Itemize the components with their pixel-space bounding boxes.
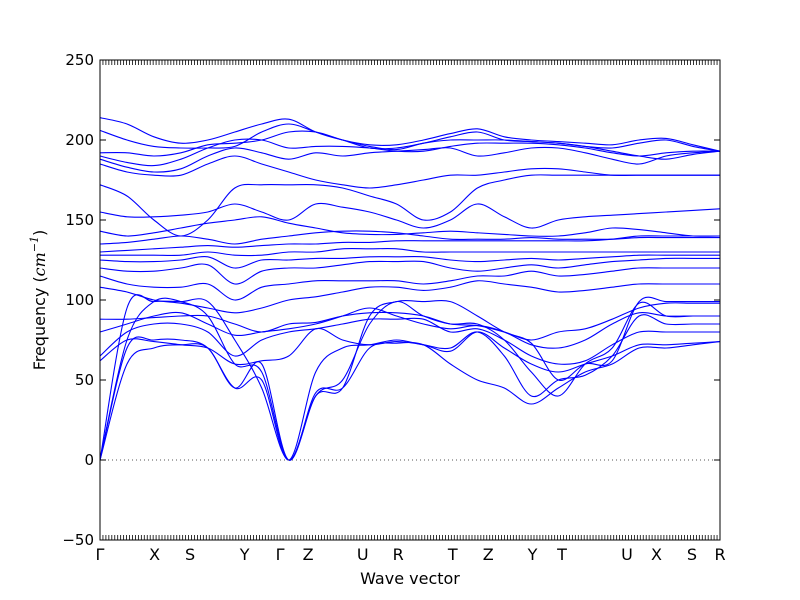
band-line-8 xyxy=(99,302,720,341)
y-tick-label: 50 xyxy=(75,371,94,389)
band-line-17 xyxy=(99,202,721,229)
high-symmetry-label-11: Y xyxy=(527,545,538,564)
band-line-13 xyxy=(99,248,720,257)
high-symmetry-label-3: S xyxy=(185,545,195,564)
band-line-22 xyxy=(99,130,721,157)
band-line-24 xyxy=(99,117,721,152)
band-line-18 xyxy=(99,174,720,237)
x-minor-ticks xyxy=(99,60,721,540)
y-tick-label: −50 xyxy=(62,531,94,549)
high-symmetry-label-8: R xyxy=(393,545,404,564)
band-line-16 xyxy=(99,216,721,237)
y-axis-label-unit: cm xyxy=(30,252,49,276)
y-axis-label: Frequency (cm−1) xyxy=(28,230,49,371)
high-symmetry-label-15: S xyxy=(687,545,697,564)
y-ticks-group: −50 0 50 100 150 200 250 xyxy=(62,51,720,549)
high-symmetry-label-16: R xyxy=(714,545,725,564)
y-tick-label: 100 xyxy=(65,291,94,309)
high-symmetry-label-7: U xyxy=(357,545,369,564)
y-axis-label-prefix: Frequency ( xyxy=(30,276,49,370)
band-line-12 xyxy=(99,254,720,269)
band-line-10 xyxy=(99,267,720,301)
y-tick-label: 0 xyxy=(84,451,94,469)
high-symmetry-label-2: X xyxy=(149,545,160,564)
band-line-20 xyxy=(99,146,721,173)
high-symmetry-label-4: Y xyxy=(239,545,250,564)
band-line-19 xyxy=(99,155,720,189)
band-line-21 xyxy=(99,138,721,167)
x-axis-label: Wave vector xyxy=(360,569,460,588)
band-line-23 xyxy=(99,123,721,160)
high-symmetry-label-1: Γ xyxy=(96,545,105,564)
band-line-6 xyxy=(99,317,720,365)
high-symmetry-label-13: U xyxy=(621,545,633,564)
high-symmetry-label-14: X xyxy=(651,545,662,564)
plot-frame xyxy=(99,59,721,541)
y-tick-label: 200 xyxy=(65,131,94,149)
band-line-2 xyxy=(99,297,720,461)
y-axis-label-exponent: −1 xyxy=(28,236,41,252)
y-tick-label: 150 xyxy=(65,211,94,229)
band-line-7 xyxy=(99,307,720,349)
high-symmetry-label-6: Z xyxy=(303,545,314,564)
y-tick-label: 250 xyxy=(65,51,94,69)
band-line-5 xyxy=(99,327,721,373)
high-symmetry-label-10: Z xyxy=(483,545,494,564)
band-line-9 xyxy=(99,280,720,314)
high-symmetry-label-9: T xyxy=(447,545,458,564)
high-symmetry-label-12: T xyxy=(556,545,567,564)
high-symmetry-label-5: Γ xyxy=(276,545,285,564)
band-series-group xyxy=(99,117,721,461)
band-line-4 xyxy=(99,341,721,461)
band-line-11 xyxy=(99,257,720,285)
y-axis-label-suffix: ) xyxy=(30,230,49,236)
band-line-15 xyxy=(99,230,720,245)
band-line-1 xyxy=(99,294,720,461)
